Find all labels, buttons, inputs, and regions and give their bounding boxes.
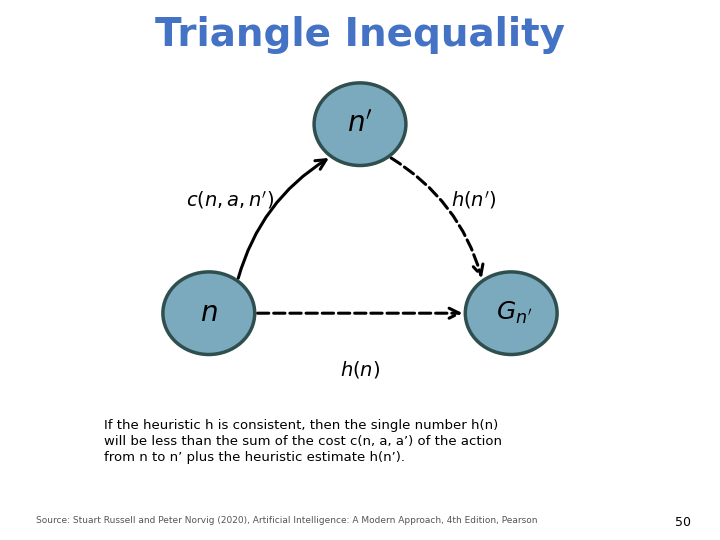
- Text: will be less than the sum of the cost c(n, a, a’) of the action: will be less than the sum of the cost c(…: [104, 435, 503, 448]
- Text: Triangle Inequality: Triangle Inequality: [155, 16, 565, 54]
- Text: If the heuristic h is consistent, then the single number h(n): If the heuristic h is consistent, then t…: [104, 418, 499, 431]
- Text: from n to n’ plus the heuristic estimate h(n’).: from n to n’ plus the heuristic estimate…: [104, 451, 405, 464]
- Text: Source: Stuart Russell and Peter Norvig (2020), Artificial Intelligence: A Moder: Source: Stuart Russell and Peter Norvig …: [36, 516, 538, 525]
- FancyArrowPatch shape: [238, 160, 326, 278]
- Text: $h(n)$: $h(n)$: [340, 360, 380, 380]
- Text: $G_{n'}$: $G_{n'}$: [495, 300, 532, 326]
- Text: $c(n, a, n')$: $c(n, a, n')$: [186, 189, 274, 211]
- Ellipse shape: [465, 272, 557, 355]
- FancyArrowPatch shape: [391, 158, 483, 275]
- Text: $n$: $n$: [200, 300, 217, 327]
- Ellipse shape: [314, 83, 406, 165]
- Ellipse shape: [163, 272, 255, 355]
- Text: $n'$: $n'$: [347, 111, 373, 138]
- Text: $h(n')$: $h(n')$: [451, 189, 496, 211]
- FancyArrowPatch shape: [258, 308, 459, 318]
- Text: 50: 50: [675, 516, 691, 529]
